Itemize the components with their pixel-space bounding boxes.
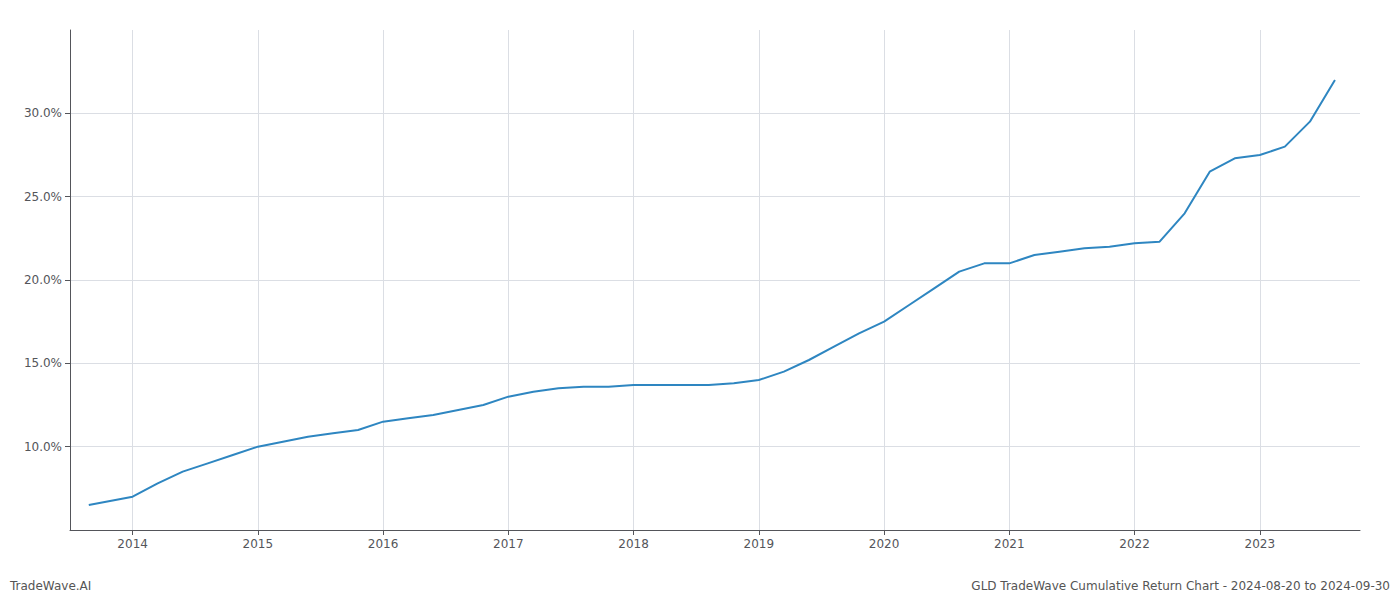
svg-text:30.0%: 30.0% [24,106,62,120]
svg-text:2018: 2018 [618,537,649,551]
svg-text:2014: 2014 [117,537,148,551]
svg-text:2020: 2020 [869,537,900,551]
svg-text:15.0%: 15.0% [24,356,62,370]
svg-text:2023: 2023 [1245,537,1276,551]
svg-text:10.0%: 10.0% [24,440,62,454]
svg-text:TradeWave.AI: TradeWave.AI [9,579,91,593]
svg-text:2016: 2016 [368,537,399,551]
svg-text:2022: 2022 [1119,537,1150,551]
svg-text:2021: 2021 [994,537,1025,551]
svg-text:25.0%: 25.0% [24,190,62,204]
svg-text:2017: 2017 [493,537,524,551]
svg-text:20.0%: 20.0% [24,273,62,287]
svg-text:2019: 2019 [744,537,775,551]
svg-text:2015: 2015 [243,537,274,551]
svg-text:GLD TradeWave Cumulative Retur: GLD TradeWave Cumulative Return Chart - … [971,579,1390,593]
